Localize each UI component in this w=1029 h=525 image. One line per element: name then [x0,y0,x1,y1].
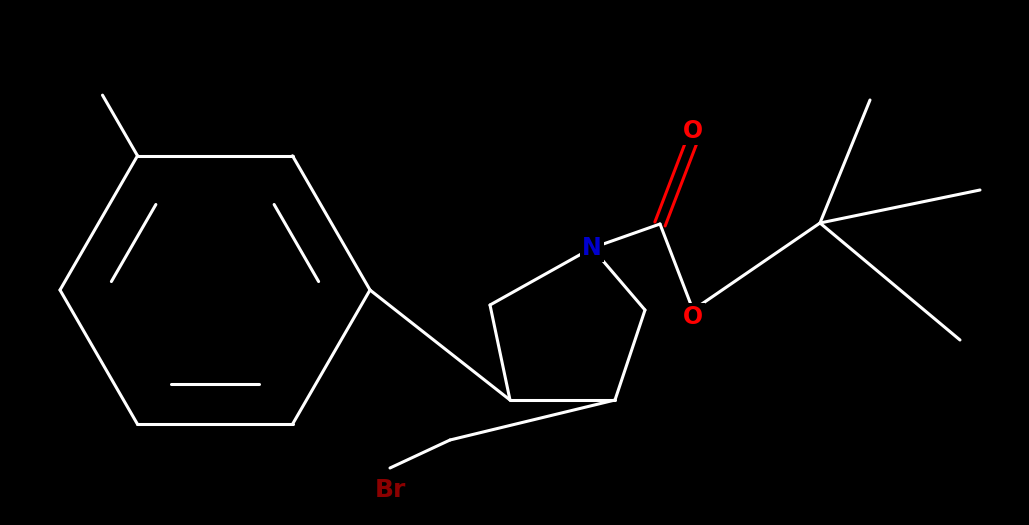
Text: O: O [683,119,703,143]
Text: O: O [683,305,703,329]
Text: N: N [582,236,602,260]
Text: Br: Br [375,478,405,502]
